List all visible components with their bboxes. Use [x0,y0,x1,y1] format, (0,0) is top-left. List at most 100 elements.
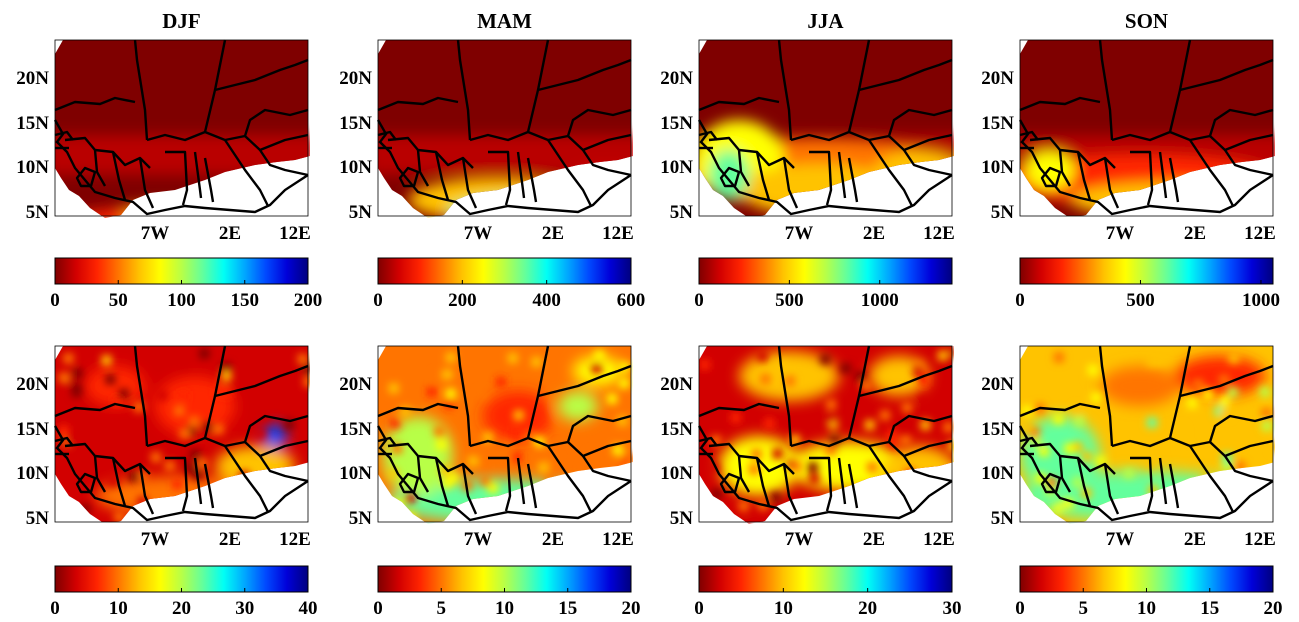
lat-tick-label: 20N [339,68,372,89]
coastline [376,425,632,522]
colorbar-tick-label: 100 [167,290,196,311]
coastline [697,425,953,522]
lon-tick-label: 7W [785,223,814,244]
lat-tick-label: 10N [339,157,372,178]
country-borders [54,39,309,209]
lat-tick-label: 10N [16,463,49,484]
lat-tick-label: 20N [981,374,1014,395]
colorbar [698,565,953,593]
lon-tick-label: 2E [219,223,241,244]
lon-tick-label: 12E [923,529,955,550]
lat-tick-label: 15N [339,113,372,134]
colorbar-tick-label: 10 [774,598,793,619]
colorbar-tick-label: 10 [1137,598,1156,619]
country-borders [377,39,632,209]
lat-tick-label: 15N [16,113,49,134]
lat-tick-label: 20N [981,68,1014,89]
lon-tick-label: 2E [542,529,564,550]
lon-tick-label: 2E [1184,529,1206,550]
colorbar [377,257,632,285]
colorbar-tick-label: 200 [294,290,323,311]
colorbar-tick-label: 0 [373,598,383,619]
colorbar-tick-label: 50 [109,290,128,311]
lat-tick-label: 15N [660,113,693,134]
lat-tick-label: 10N [660,463,693,484]
lon-tick-label: 2E [219,529,241,550]
lon-tick-label: 12E [602,223,634,244]
map-panel-1-2 [376,39,633,218]
country-borders [377,345,632,515]
lon-tick-label: 7W [141,223,170,244]
colorbar-tick-label: 150 [231,290,260,311]
panel-title: DJF [162,9,201,33]
colorbar-tick-label: 0 [50,290,60,311]
panel-title: JJA [807,9,844,33]
lon-tick-label: 7W [464,223,493,244]
lat-tick-label: 15N [660,419,693,440]
country-borders [698,345,953,515]
colorbar-tick-label: 1000 [861,290,899,311]
lat-tick-label: 15N [981,419,1014,440]
map-panel-2-4 [1018,345,1275,524]
colorbar-tick-label: 30 [235,598,254,619]
colorbar-tick-label: 40 [299,598,318,619]
colorbar-tick-label: 500 [1126,290,1155,311]
colorbar-tick-label: 20 [622,598,641,619]
country-borders [1019,345,1274,515]
lat-tick-label: 20N [660,374,693,395]
lon-tick-label: 2E [542,223,564,244]
panel-title: MAM [477,9,532,33]
colorbar-tick-label: 0 [1015,290,1025,311]
lon-tick-label: 7W [1106,223,1135,244]
colorbar [377,565,632,593]
lon-tick-label: 2E [863,223,885,244]
lon-tick-label: 12E [1244,529,1276,550]
map-panel-2-3 [697,345,954,524]
lon-tick-label: 2E [1184,223,1206,244]
lon-tick-label: 7W [464,529,493,550]
lon-tick-label: 12E [279,529,311,550]
coastline [53,425,309,522]
lat-tick-label: 10N [660,157,693,178]
panel-title: SON [1125,9,1168,33]
colorbar-tick-label: 10 [109,598,128,619]
colorbar-tick-label: 5 [1079,598,1089,619]
lat-tick-label: 15N [339,419,372,440]
coastline [1018,425,1274,522]
colorbar-tick-label: 200 [448,290,477,311]
colorbar-tick-label: 10 [495,598,514,619]
colorbar-tick-label: 400 [532,290,561,311]
lat-tick-label: 5N [670,202,694,223]
colorbar-tick-label: 600 [617,290,646,311]
coastline [697,119,953,216]
lat-tick-label: 20N [16,68,49,89]
country-borders [698,39,953,209]
lat-tick-label: 15N [16,419,49,440]
map-panel-1-4 [1018,39,1275,218]
country-borders [1019,39,1274,209]
map-panel-1-1 [53,39,310,218]
lat-tick-label: 15N [981,113,1014,134]
lat-tick-label: 10N [339,463,372,484]
colorbar [1019,565,1274,593]
colorbar-tick-label: 20 [1264,598,1283,619]
country-borders [54,345,309,515]
lat-tick-label: 20N [16,374,49,395]
colorbar [54,565,309,593]
colorbar-tick-label: 15 [1200,598,1219,619]
lon-tick-label: 12E [1244,223,1276,244]
colorbar [54,257,309,285]
lat-tick-label: 5N [26,202,50,223]
coastline [53,119,309,216]
map-panel-1-3 [697,39,954,218]
lat-tick-label: 10N [981,157,1014,178]
colorbar-tick-label: 0 [373,290,383,311]
lon-tick-label: 7W [141,529,170,550]
lon-tick-label: 7W [1106,529,1135,550]
colorbar-tick-label: 15 [558,598,577,619]
colorbar-tick-label: 0 [694,598,704,619]
lat-tick-label: 5N [26,508,50,529]
colorbar-tick-label: 20 [172,598,191,619]
lat-tick-label: 5N [349,202,373,223]
